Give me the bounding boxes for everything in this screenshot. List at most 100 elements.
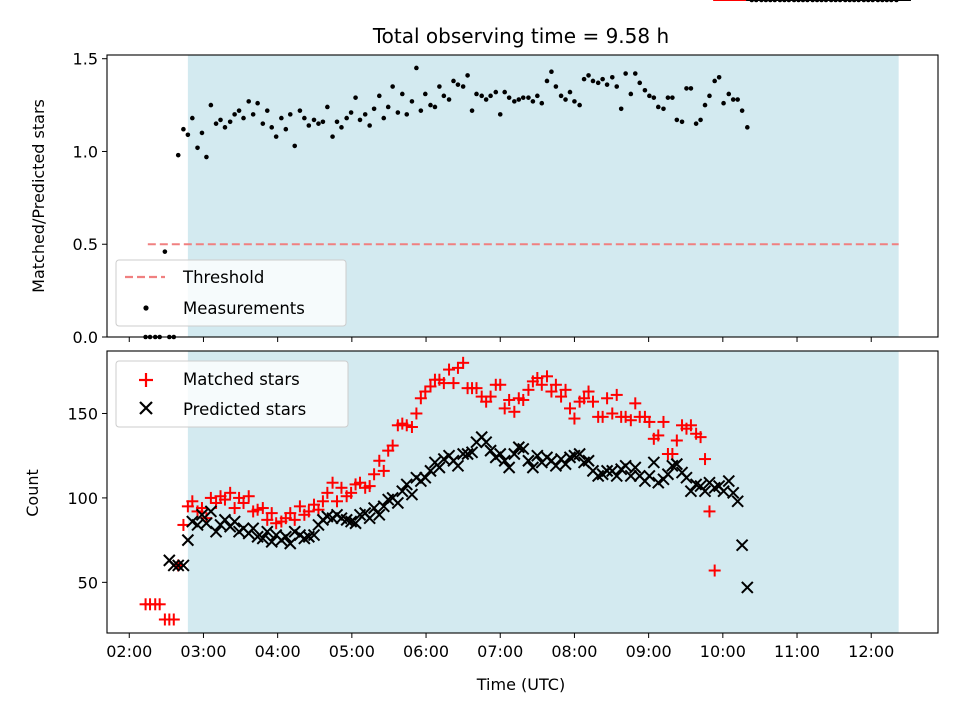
predicted-star-point — [735, 538, 749, 552]
measurement-point — [553, 84, 559, 89]
predicted-star-point — [167, 559, 180, 572]
bottom-legend: Matched stars Predicted stars — [115, 360, 349, 428]
predicted-star-point — [367, 501, 381, 515]
predicted-star-point — [419, 471, 432, 484]
measurement-point — [418, 108, 424, 113]
predicted-star-point — [349, 517, 362, 530]
x-tick-label: 05:00 — [329, 642, 375, 661]
predicted-star-point — [261, 525, 274, 538]
matched-star-point — [517, 393, 530, 406]
matched-star-point — [596, 410, 609, 423]
x-tick-label: 11:00 — [774, 642, 820, 661]
matched-star-point — [228, 502, 241, 515]
measurement-point — [604, 82, 610, 87]
measurement-point — [264, 108, 270, 113]
predicted-star-point — [684, 484, 698, 498]
x-tick-label: 03:00 — [180, 642, 226, 661]
measurement-point — [204, 154, 209, 160]
matched-star-point — [293, 500, 306, 513]
measurement-point — [707, 93, 712, 99]
matched-star-point — [610, 388, 623, 401]
measurement-point — [381, 115, 387, 121]
chart-title: Total observing time = 9.58 h — [372, 24, 669, 48]
matched-star-point — [666, 448, 679, 461]
predicted-star-point — [246, 522, 260, 535]
measurements-legend-swatch — [143, 305, 149, 311]
measurement-point — [577, 102, 582, 108]
matched-star-point — [652, 429, 665, 442]
measurement-point — [162, 249, 168, 254]
predicted-star-point — [727, 486, 740, 500]
top-panel: 0.0 0.5 1.0 1.5 Matched/Predicted stars Thr… — [29, 0, 939, 347]
measurement-point — [618, 106, 624, 112]
x-tick-label: 07:00 — [477, 642, 523, 661]
measurement-point — [241, 115, 246, 121]
matched-star-point — [270, 517, 283, 530]
y-tick-label: 150 — [67, 404, 98, 423]
predicted-star-point — [600, 464, 614, 478]
matched-star-point — [703, 505, 716, 518]
predicted-star-point — [643, 469, 656, 483]
measurement-point — [460, 84, 466, 89]
y-tick-label: 100 — [67, 489, 98, 508]
bottom-y-ticks: 50 100 150 — [67, 404, 107, 592]
predicted-star-point — [400, 478, 413, 491]
matched-star-point — [345, 486, 358, 499]
matched-star-point — [386, 439, 399, 452]
matched-star-point — [670, 434, 683, 447]
top-axes-frame — [106, 54, 939, 338]
measurement-point — [544, 78, 550, 84]
measurements-legend-label: Measurements — [183, 299, 305, 318]
matched-star-point — [629, 397, 642, 410]
measurement-point — [535, 93, 540, 99]
matched-star-point — [373, 454, 386, 467]
x-tick-label: 08:00 — [551, 642, 597, 661]
matched-star-point — [708, 564, 721, 577]
matched-star-point — [535, 378, 548, 391]
measurement-point — [297, 108, 303, 113]
matched-star-point — [288, 513, 301, 526]
measurement-point — [586, 73, 591, 78]
measurement-point — [175, 152, 181, 158]
measurement-point — [595, 80, 601, 86]
matched-star-point — [177, 518, 190, 531]
measurement-point — [357, 117, 363, 123]
matched-star-point — [498, 402, 511, 415]
matched-star-point — [568, 412, 581, 425]
measurement-point — [549, 69, 554, 74]
predicted-star-point — [526, 461, 540, 474]
predicted-star-point — [531, 449, 544, 462]
predicted-star-point — [629, 461, 642, 474]
matched-stars-legend-label: Matched stars — [183, 370, 300, 389]
predicted-stars-legend-swatch — [139, 401, 153, 415]
measurement-point — [628, 91, 634, 97]
measurement-point — [334, 119, 340, 125]
measurement-point — [651, 95, 657, 100]
measurement-point — [306, 123, 312, 128]
x-tick-label: 10:00 — [700, 642, 746, 661]
matched-star-point — [531, 372, 544, 385]
predicted-star-point — [508, 447, 521, 461]
matched-star-point — [563, 402, 576, 415]
measurement-point — [745, 125, 750, 130]
measurement-point — [516, 97, 522, 102]
measurement-point — [483, 97, 489, 102]
predicted-star-point — [307, 528, 321, 542]
measurement-point — [232, 112, 237, 117]
predicted-star-point — [502, 461, 516, 474]
measurement-point — [367, 123, 372, 128]
predicted-star-point — [265, 535, 278, 549]
predicted-star-point — [741, 581, 754, 594]
measurement-point — [693, 121, 699, 126]
matched-stars-series — [139, 0, 907, 626]
measurement-point — [428, 102, 433, 108]
predicted-star-point — [195, 508, 209, 522]
predicted-star-point — [498, 454, 511, 467]
threshold-legend-label: Threshold — [182, 268, 264, 287]
measurement-point — [371, 106, 377, 112]
y-tick-label: 1.5 — [73, 50, 98, 69]
measurement-point — [539, 100, 545, 106]
measurement-point — [190, 115, 195, 121]
predicted-stars-legend-label: Predicted stars — [183, 400, 306, 419]
measurement-point — [661, 106, 666, 112]
